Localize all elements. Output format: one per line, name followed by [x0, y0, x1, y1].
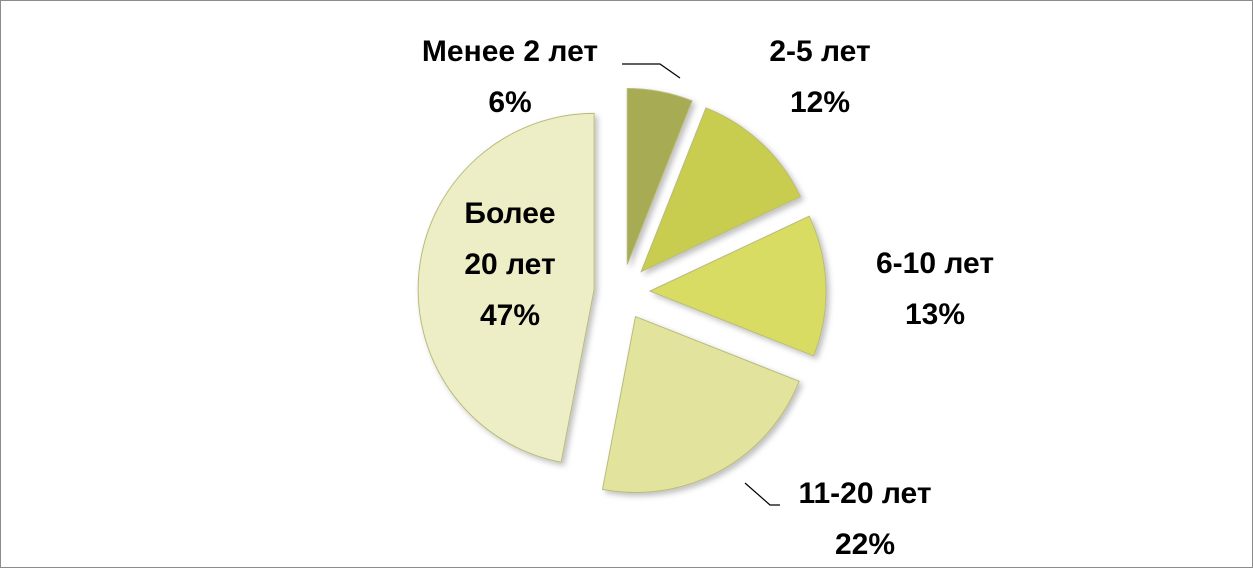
slice-label: 2-5 лет 12% — [720, 26, 920, 128]
slice-label: Более 20 лет 47% — [445, 188, 575, 341]
pie-slice — [417, 112, 595, 463]
pie-slice — [601, 315, 800, 494]
category-label: 11-20 лет — [798, 477, 932, 510]
value-label: 6% — [488, 86, 532, 119]
category-label: 2-5 лет — [769, 35, 871, 68]
value-label: 47% — [479, 299, 541, 332]
value-label: 12% — [789, 86, 851, 119]
category-label: Менее 2 лет — [421, 35, 599, 68]
category-label: Более 20 лет — [464, 197, 556, 281]
leader-line — [622, 63, 681, 79]
slice-label: Менее 2 лет 6% — [380, 26, 640, 128]
pie-slice — [640, 107, 802, 273]
pie-slice — [648, 215, 827, 357]
slice-label: 6-10 лет 13% — [835, 238, 1035, 340]
value-label: 22% — [834, 528, 896, 561]
value-label: 13% — [904, 298, 966, 331]
pie-slice — [626, 87, 693, 265]
leader-line — [744, 482, 780, 506]
slice-label: 11-20 лет 22% — [765, 468, 965, 570]
category-label: 6-10 лет — [875, 247, 995, 280]
